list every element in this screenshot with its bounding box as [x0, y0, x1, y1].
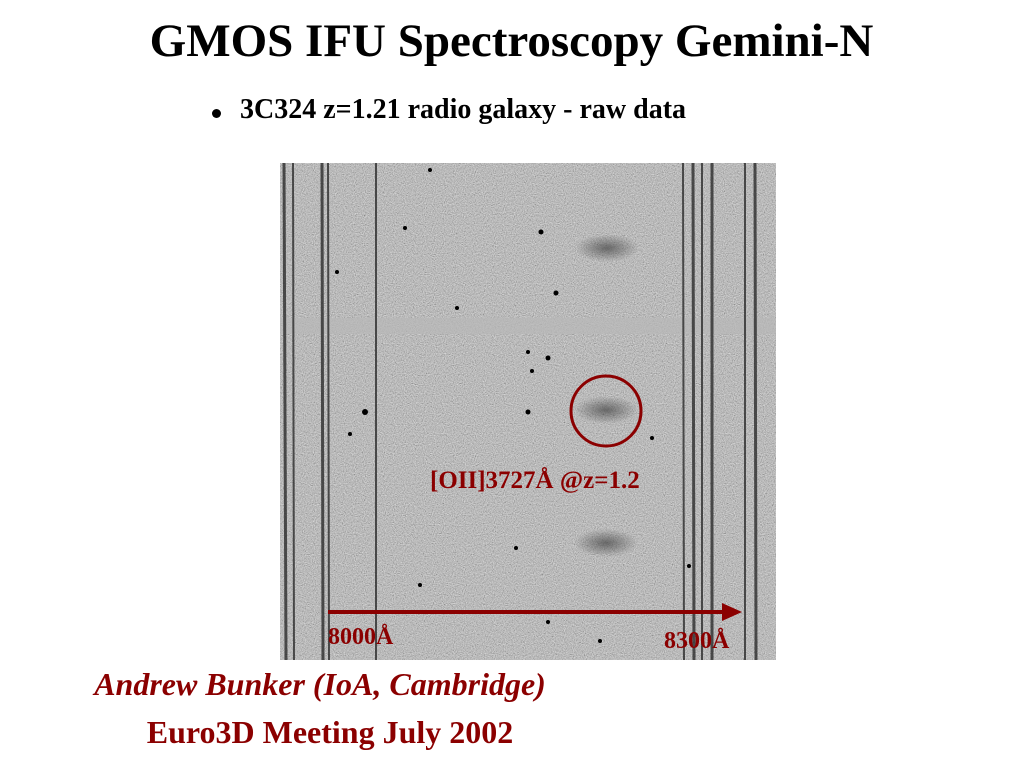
wavelength-end: 8300Å: [664, 628, 730, 654]
highlight-circle: [569, 374, 643, 448]
wavelength-arrow: [328, 603, 742, 621]
raw-data-image: [280, 162, 776, 661]
bullet-text: 3C324 z=1.21 radio galaxy - raw data: [240, 94, 687, 125]
author: Andrew Bunker (IoA, Cambridge): [94, 666, 546, 702]
meeting: Euro3D Meeting July 2002: [146, 714, 514, 750]
wavelength-start: 8000Å: [328, 624, 394, 650]
bullet-marker: [212, 109, 221, 118]
line-label: [OII]3727Å @z=1.2: [430, 466, 640, 494]
slide-title: GMOS IFU Spectroscopy Gemini-N: [149, 15, 874, 67]
